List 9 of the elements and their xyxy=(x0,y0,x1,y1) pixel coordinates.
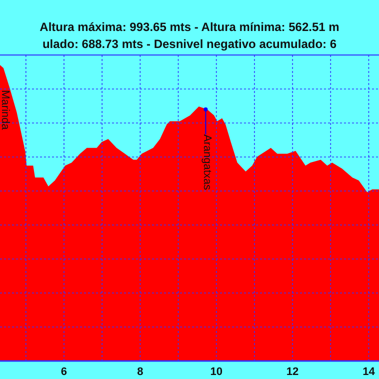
x-tick-label: 8 xyxy=(137,366,144,378)
x-tick-label: 6 xyxy=(60,366,68,378)
x-tick-label: 14 xyxy=(362,366,376,378)
annotation: Marinda xyxy=(0,90,12,131)
chart-subtitle: ulado: 688.73 mts - Desnivel negativo acumulado: 6 xyxy=(42,37,337,51)
x-tick-label: 12 xyxy=(286,366,299,378)
chart-title: Altura máxima: 993.65 mts - Altura mínima: 562.51 m xyxy=(40,20,340,34)
x-tick-label: 10 xyxy=(210,366,222,378)
annotation: Arangatxas xyxy=(200,134,213,191)
